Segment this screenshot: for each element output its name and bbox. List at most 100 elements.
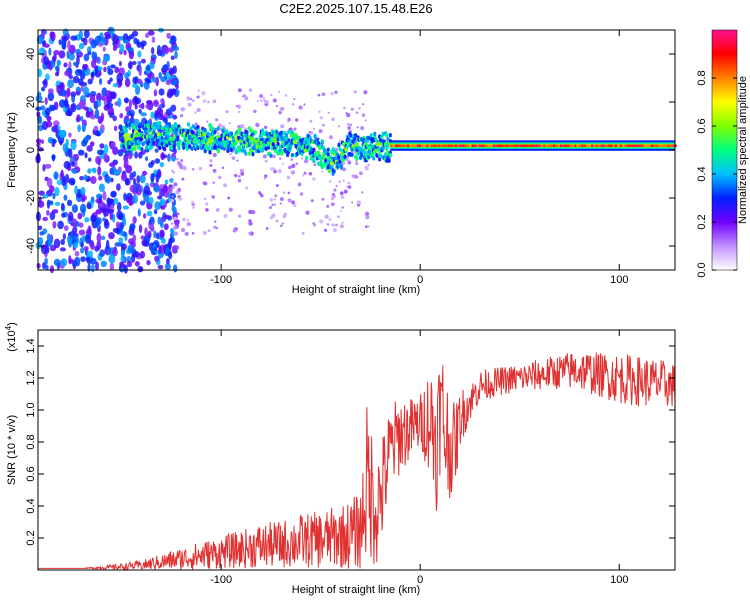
x-tick-label: 100 [610,574,628,586]
spectrogram-speckle [186,96,191,101]
spectrogram-band-core [533,144,536,147]
spectrogram-speckle [203,181,208,186]
spectrogram-speckle [245,186,249,190]
spectrogram-band-core [662,144,665,147]
spectrogram-noise-blob [146,210,153,217]
spectrogram-band-core [435,144,438,147]
spectrogram-noise-blob [52,220,57,229]
spectrogram-ridge-cell [286,152,290,158]
spectrogram-ridge-cell [167,122,171,127]
spectrogram-speckle [340,195,345,199]
spectrogram-band-core [495,144,498,147]
spectrogram-noise-blob [139,174,146,184]
spectrogram-noise-blob [68,255,72,265]
spectrogram-noise-blob [148,196,154,205]
spectrogram-speckle [337,125,341,128]
spectrogram-ridge-cell [308,150,312,156]
spectrogram-speckle [240,171,245,176]
spectrogram-noise-blob [95,261,99,271]
spectrogram-ridge-cell [247,151,252,156]
spectrogram-noise-blob [128,98,133,109]
spectrogram-noise-blob [109,162,116,168]
spectrogram-noise-blob [128,200,133,206]
spectrogram-speckle [212,168,217,173]
spectrogram-band-core [593,144,596,147]
spectrogram-speckle [328,135,333,140]
spectrogram-band-core [622,144,625,147]
spectrogram-band-core [614,144,618,147]
x-tick-label: -100 [210,274,232,286]
spectrogram-speckle [229,152,232,156]
spectrogram-speckle [361,191,364,194]
spectrogram-ridge-cell [128,144,132,149]
spectrogram-ridge-cell [163,146,167,152]
spectrogram-noise-blob [158,187,162,198]
spectrogram-band-core [404,144,407,147]
spectrogram-noise-blob [107,106,115,117]
spectrogram-noise-blob [87,168,92,174]
spectrogram-noise-blob [70,140,77,151]
spectrogram-ridge-cell [216,147,220,153]
spectrogram-speckle [345,112,351,118]
spectrogram-noise-blob [141,42,145,50]
spectrogram-noise-blob [77,149,85,156]
spectrogram-speckle [278,110,282,114]
spectrogram-band-core [414,144,417,147]
spectrogram-noise-blob [170,227,174,234]
spectrogram-noise-blob [131,61,137,66]
spectrogram-speckle [237,110,241,114]
spectrogram-noise-blob [150,47,155,55]
spectrogram-noise-blob [42,216,49,222]
spectrogram-speckle [173,225,177,230]
spectrogram-band-core [598,144,601,147]
spectrogram-speckle [196,107,201,113]
spectrogram-ridge-peak [135,133,140,138]
spectrogram-speckle [213,225,217,229]
spectrogram-noise-blob [49,185,55,193]
spectrogram-noise-blob [142,213,147,219]
spectrogram-speckle [241,95,245,98]
spectrogram-band-core [583,144,587,147]
spectrogram-band-core [559,144,563,147]
spectrogram-noise-blob [138,67,142,77]
spectrogram-ridge-cell [191,124,195,129]
spectrogram-band-core [407,144,410,147]
spectrogram-noise-blob [127,61,133,70]
spectrogram-noise-blob [89,141,95,147]
spectrogram-ridge-cell [164,139,168,144]
spectrogram-speckle [259,94,264,99]
spectrogram-ridge-cell [387,158,391,163]
spectrogram-speckle [184,231,189,236]
spectrogram-noise-blob [157,171,162,177]
spectrogram-noise-blob [169,185,173,194]
spectrogram-noise-blob [132,177,137,185]
spectrogram-noise-blob [107,68,114,76]
spectrogram-band-core [586,144,589,147]
spectrogram-speckle [279,202,282,205]
spectrogram-noise-blob [112,146,119,156]
spectrogram-noise-blob [90,59,97,69]
spectrogram-speckle [279,197,284,201]
spectrogram-noise-blob [79,175,84,181]
spectrogram-ridge-cell [229,131,234,136]
spectrogram-noise-blob [37,225,43,231]
spectrogram-speckle [295,118,299,122]
spectrogram-noise-blob [63,160,71,170]
spectrogram-noise-blob [146,260,151,266]
spectrogram-ridge-cell [343,154,347,159]
spectrogram-speckle [308,171,313,176]
spectrogram-ridge-cell [137,128,142,133]
spectrogram-speckle [180,227,186,233]
spectrogram-noise-blob [124,72,130,79]
spectrogram-speckle [217,175,222,180]
spectrogram-ridge-cell [312,158,316,163]
spectrogram-band-core [555,144,558,147]
spectrogram-ridge-cell [282,142,286,148]
spectrogram-noise-blob [60,89,67,97]
spectrogram-noise-blob [119,113,124,119]
spectrogram-speckle [334,90,338,95]
spectrogram-speckle [186,221,191,227]
spectrogram-speckle [265,226,269,230]
spectrogram-band-core [581,144,584,147]
spectrogram-ridge-cell [152,140,156,146]
